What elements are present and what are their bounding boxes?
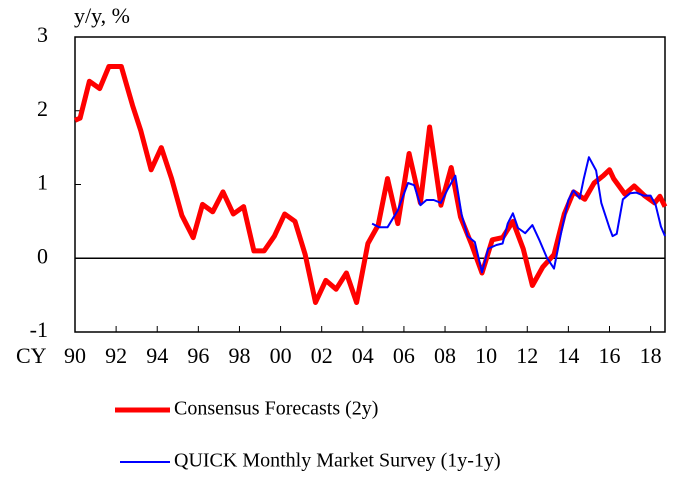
x-tick-label: 10	[475, 343, 497, 368]
x-tick-label: 04	[352, 343, 374, 368]
x-tick-label: 14	[557, 343, 579, 368]
y-axis-label: y/y, %	[74, 3, 130, 28]
y-tick-label: -1	[30, 317, 48, 342]
x-axis-label: CY	[16, 343, 47, 368]
x-tick-label: 96	[187, 343, 209, 368]
plot-frame	[74, 36, 666, 333]
x-tick-label: 18	[640, 343, 662, 368]
series-line	[371, 156, 666, 274]
x-tick-label: 12	[516, 343, 538, 368]
x-tick-label: 90	[64, 343, 86, 368]
y-tick-label: 1	[37, 170, 48, 195]
legend-label: QUICK Monthly Market Survey (1y-1y)	[174, 450, 501, 472]
x-tick-label: 02	[311, 343, 333, 368]
x-tick-label: 06	[393, 343, 415, 368]
y-tick-label: 3	[37, 22, 48, 47]
legend-label: Consensus Forecasts (2y)	[174, 398, 378, 420]
x-tick-label: 98	[228, 343, 250, 368]
x-tick-label: 00	[270, 343, 292, 368]
series-line	[74, 64, 668, 305]
x-tick-label: 16	[598, 343, 620, 368]
x-tick-label: 94	[146, 343, 168, 368]
y-tick-label: 0	[37, 243, 48, 268]
x-tick-label: 92	[105, 343, 127, 368]
x-tick-label: 08	[434, 343, 456, 368]
y-tick-label: 2	[37, 96, 48, 121]
